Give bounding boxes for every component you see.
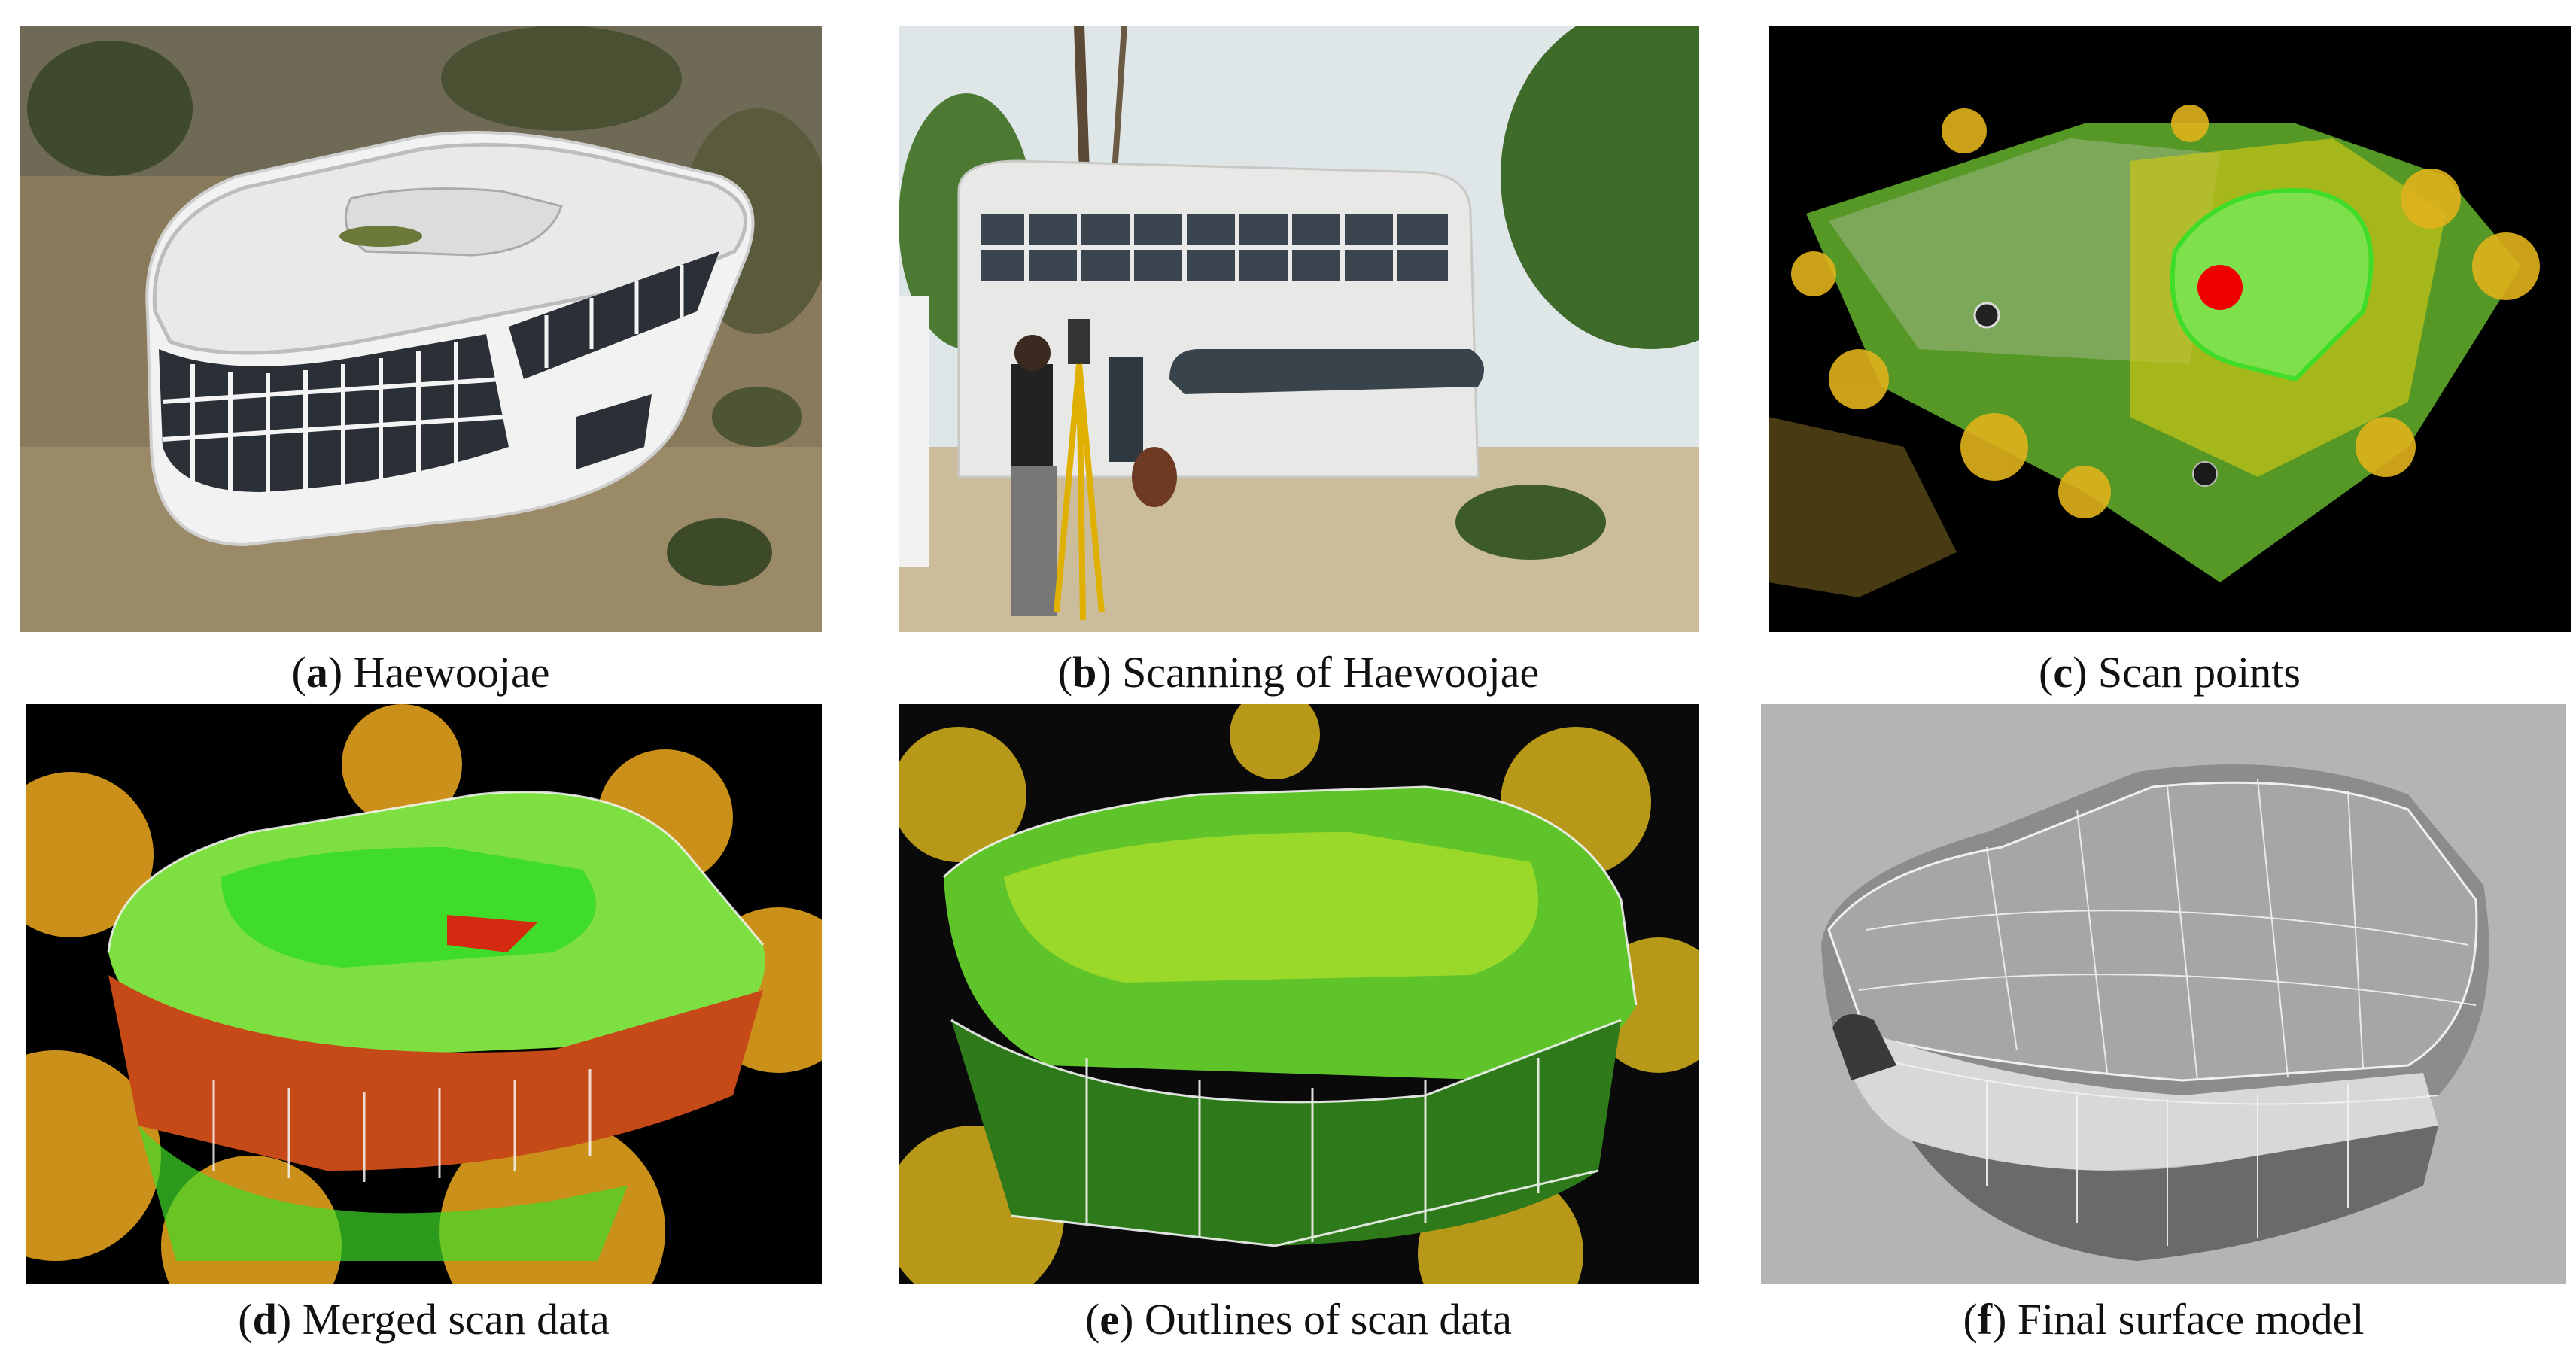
panel-f-final-surface-model [1761,704,2566,1284]
caption-d: (d) Merged scan data [238,1295,610,1344]
panel-b-scanning-photo [899,26,1699,632]
caption-f: (f) Final surface model [1963,1295,2365,1344]
panel-e-outlines-of-scan-data [899,704,1699,1284]
caption-c: (c) Scan points [2039,648,2301,697]
scanner-position-marker [2197,265,2243,310]
caption-b: (b) Scanning of Haewoojae [1057,648,1540,697]
panel-d-merged-scan-data [26,704,822,1284]
caption-e: (e) Outlines of scan data [1085,1295,1512,1344]
panel-a-haewoojae-photo [20,26,822,632]
panel-c-scan-points [1769,26,2571,632]
caption-a: (a) Haewoojae [291,648,550,697]
